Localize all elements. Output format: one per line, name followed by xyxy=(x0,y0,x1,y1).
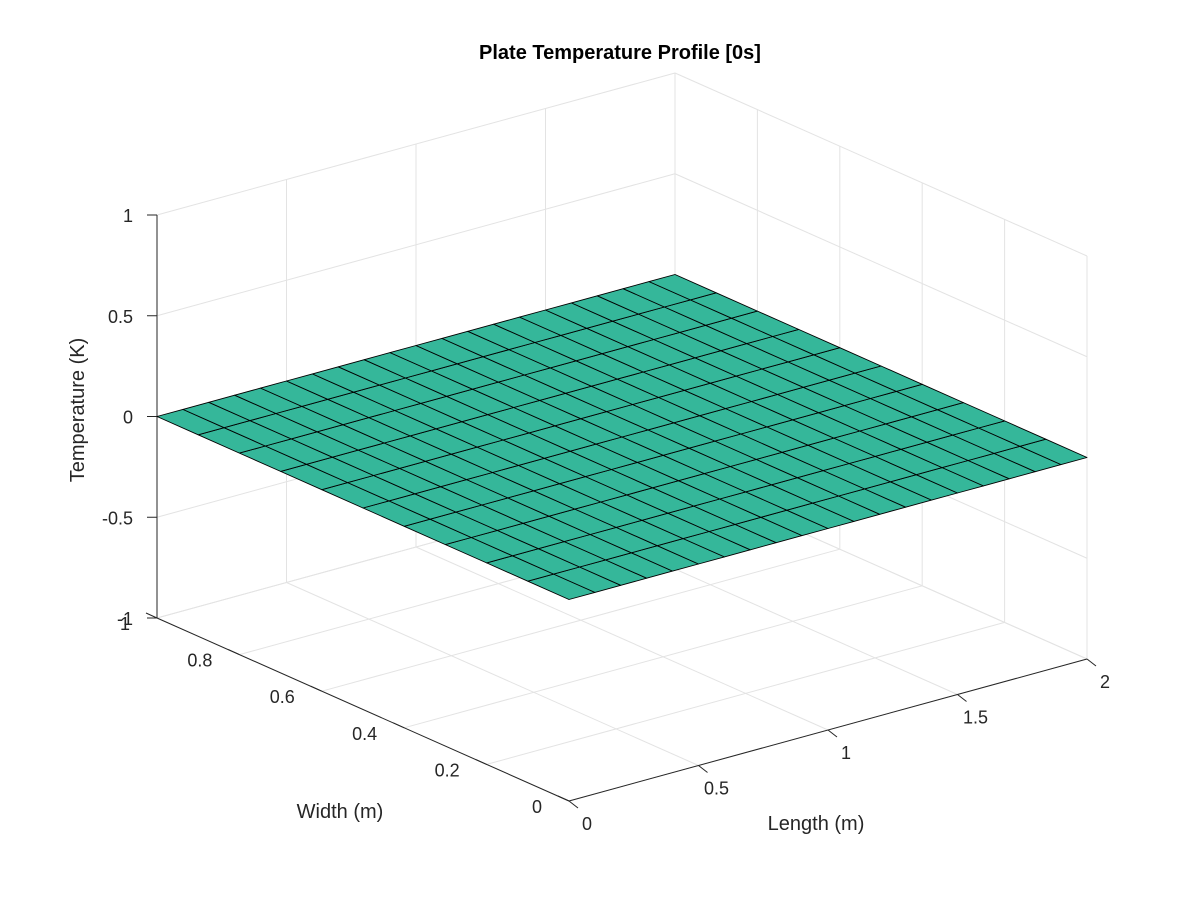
x-tick-label: 2 xyxy=(1100,672,1110,692)
y-tick-label: 1 xyxy=(120,614,130,634)
grid-line xyxy=(156,72,676,216)
grid-line xyxy=(321,548,840,692)
z-tick-label: 0 xyxy=(123,408,133,428)
z-tick-label: 1 xyxy=(123,206,133,226)
y-tick-mark xyxy=(310,685,323,692)
y-tick-label: 0 xyxy=(532,797,542,817)
grid-line xyxy=(674,72,1088,257)
x-tick-mark xyxy=(957,694,967,702)
y-tick-label: 0.4 xyxy=(352,724,377,744)
x-tick-label: 0.5 xyxy=(704,779,729,799)
x-tick-mark xyxy=(698,765,708,773)
y-tick-label: 0.6 xyxy=(270,687,295,707)
x-axis-label: Length (m) xyxy=(768,813,865,835)
y-tick-label: 0.2 xyxy=(435,760,460,780)
grid-line xyxy=(486,621,1005,765)
y-tick-mark xyxy=(392,722,405,729)
z-tick-label: -1 xyxy=(117,609,133,629)
grid-line xyxy=(674,173,1088,358)
chart-title: Plate Temperature Profile [0s] xyxy=(479,42,761,64)
y-tick-mark xyxy=(228,649,240,656)
x-tick-mark xyxy=(827,729,838,738)
y-tick-mark xyxy=(145,612,158,619)
y-tick-label: 0.8 xyxy=(187,651,212,671)
temperature-surface xyxy=(156,274,1088,600)
y-axis-label: Width (m) xyxy=(297,801,384,823)
x-tick-label: 1.5 xyxy=(963,708,988,728)
grid-line xyxy=(404,585,923,729)
grid-line xyxy=(156,173,676,317)
z-tick-label: -0.5 xyxy=(102,508,133,528)
x-tick-mark xyxy=(1086,658,1097,667)
x-tick-label: 0 xyxy=(582,814,592,834)
grid-line xyxy=(415,546,829,731)
x-tick-label: 1 xyxy=(841,743,851,763)
x-tick-mark xyxy=(568,800,579,809)
y-tick-mark xyxy=(475,758,487,765)
z-axis-label: Temperature (K) xyxy=(67,338,89,483)
z-tick-label: 0.5 xyxy=(108,307,133,327)
y-axis-line xyxy=(156,617,570,802)
y-tick-mark xyxy=(557,795,570,802)
surface-patch xyxy=(648,274,717,301)
grid-line xyxy=(286,582,699,766)
